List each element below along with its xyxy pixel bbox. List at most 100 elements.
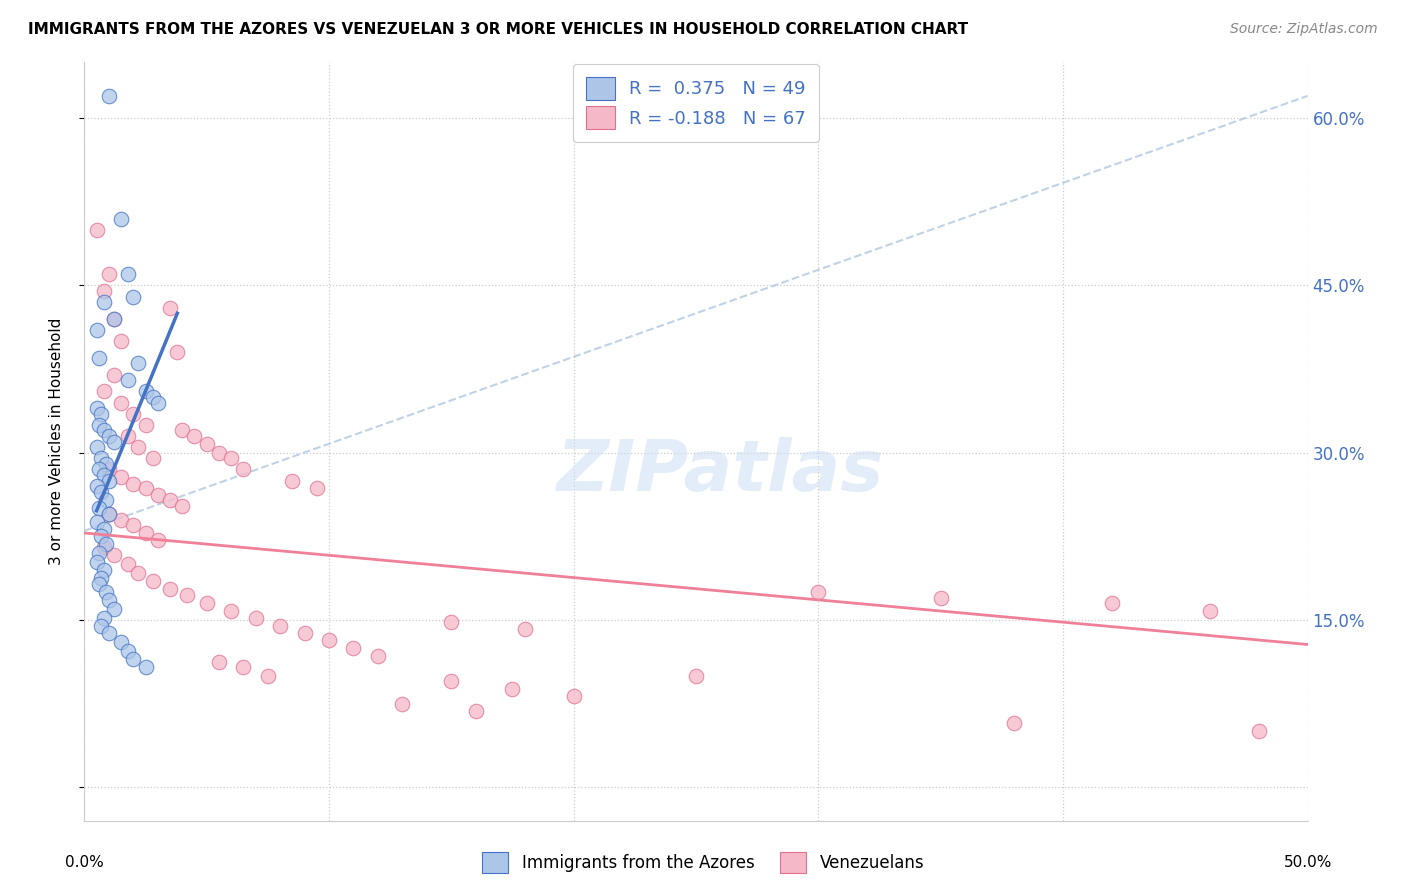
Point bbox=[93, 611, 115, 625]
Point bbox=[281, 474, 304, 488]
Point bbox=[159, 492, 181, 507]
Point bbox=[142, 574, 165, 588]
Point bbox=[135, 660, 157, 674]
Point bbox=[159, 301, 181, 315]
Point bbox=[219, 604, 242, 618]
Point bbox=[93, 295, 115, 310]
Point bbox=[97, 474, 120, 488]
Point bbox=[110, 470, 132, 484]
Point bbox=[86, 440, 108, 454]
Point bbox=[269, 618, 291, 632]
Point bbox=[318, 633, 340, 648]
Point bbox=[219, 451, 242, 466]
Point bbox=[97, 507, 120, 521]
Point bbox=[117, 373, 139, 387]
Point bbox=[86, 515, 108, 529]
Point bbox=[103, 312, 125, 326]
Point bbox=[172, 424, 194, 438]
Point bbox=[117, 557, 139, 572]
Point bbox=[232, 462, 254, 476]
Point bbox=[440, 674, 463, 689]
Point bbox=[127, 356, 149, 371]
Point bbox=[87, 501, 110, 516]
Point bbox=[367, 648, 389, 663]
Point bbox=[87, 351, 110, 365]
Point bbox=[117, 644, 139, 658]
Text: Source: ZipAtlas.com: Source: ZipAtlas.com bbox=[1230, 22, 1378, 37]
Point bbox=[97, 592, 120, 607]
Point bbox=[135, 482, 157, 496]
Point bbox=[93, 541, 115, 555]
Point bbox=[513, 622, 536, 636]
Point bbox=[464, 705, 486, 719]
Point bbox=[122, 652, 145, 666]
Point bbox=[90, 618, 112, 632]
Point bbox=[135, 384, 157, 399]
Point bbox=[97, 268, 120, 282]
Point bbox=[195, 436, 218, 450]
Point bbox=[1247, 724, 1270, 739]
Point bbox=[172, 500, 194, 514]
Point bbox=[97, 507, 120, 521]
Point bbox=[90, 529, 112, 543]
Point bbox=[96, 585, 118, 599]
Point bbox=[90, 571, 112, 585]
Point bbox=[166, 345, 188, 359]
Point bbox=[97, 626, 120, 640]
Text: 50.0%: 50.0% bbox=[1284, 855, 1331, 870]
Point bbox=[110, 635, 132, 649]
Point bbox=[305, 482, 328, 496]
Point bbox=[146, 395, 169, 409]
Point bbox=[232, 660, 254, 674]
Point bbox=[103, 602, 125, 616]
Point bbox=[86, 479, 108, 493]
Point bbox=[86, 555, 108, 569]
Point bbox=[195, 596, 218, 610]
Point bbox=[90, 484, 112, 499]
Point bbox=[208, 655, 231, 669]
Point bbox=[93, 424, 115, 438]
Point bbox=[122, 407, 145, 421]
Point bbox=[103, 368, 125, 382]
Point bbox=[122, 476, 145, 491]
Point bbox=[87, 546, 110, 560]
Point bbox=[1002, 715, 1025, 730]
Point bbox=[929, 591, 952, 605]
Legend: R =  0.375   N = 49, R = -0.188   N = 67: R = 0.375 N = 49, R = -0.188 N = 67 bbox=[574, 64, 818, 142]
Point bbox=[110, 211, 132, 226]
Point bbox=[176, 589, 198, 603]
Text: IMMIGRANTS FROM THE AZORES VS VENEZUELAN 3 OR MORE VEHICLES IN HOUSEHOLD CORRELA: IMMIGRANTS FROM THE AZORES VS VENEZUELAN… bbox=[28, 22, 969, 37]
Point bbox=[103, 312, 125, 326]
Point bbox=[97, 89, 120, 103]
Point bbox=[135, 417, 157, 432]
Point bbox=[502, 682, 524, 697]
Point bbox=[96, 457, 118, 471]
Point bbox=[110, 395, 132, 409]
Point bbox=[142, 390, 165, 404]
Point bbox=[122, 289, 145, 303]
Point bbox=[86, 323, 108, 337]
Legend: Immigrants from the Azores, Venezuelans: Immigrants from the Azores, Venezuelans bbox=[475, 846, 931, 880]
Point bbox=[807, 585, 830, 599]
Point bbox=[97, 429, 120, 443]
Point bbox=[257, 669, 280, 683]
Point bbox=[86, 401, 108, 416]
Text: ZIPatlas: ZIPatlas bbox=[557, 437, 884, 507]
Point bbox=[146, 533, 169, 547]
Point bbox=[97, 462, 120, 476]
Point bbox=[208, 446, 231, 460]
Point bbox=[93, 384, 115, 399]
Point bbox=[87, 462, 110, 476]
Point bbox=[96, 537, 118, 551]
Text: 0.0%: 0.0% bbox=[65, 855, 104, 870]
Point bbox=[127, 440, 149, 454]
Point bbox=[90, 407, 112, 421]
Point bbox=[391, 697, 413, 711]
Point bbox=[93, 521, 115, 535]
Point bbox=[127, 566, 149, 581]
Point bbox=[294, 626, 316, 640]
Point bbox=[93, 284, 115, 298]
Point bbox=[1198, 604, 1220, 618]
Point bbox=[90, 451, 112, 466]
Point bbox=[93, 467, 115, 482]
